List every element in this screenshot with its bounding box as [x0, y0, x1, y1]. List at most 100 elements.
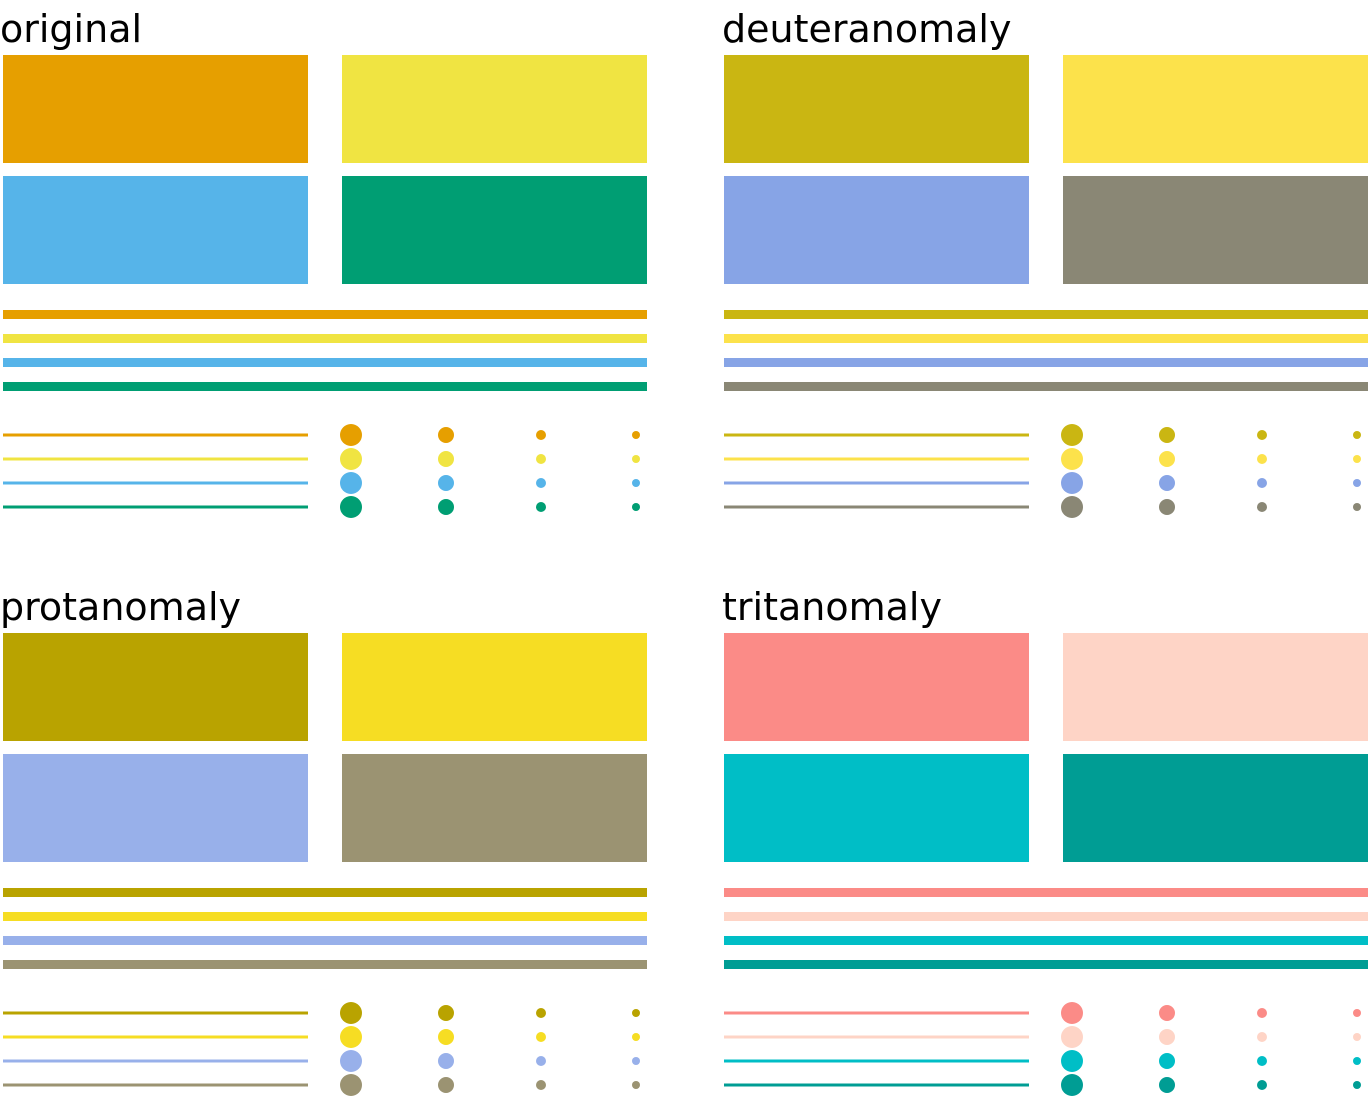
deuteranomaly-dot-3-3: [1257, 478, 1267, 488]
tritanomaly-dot-4-3: [1257, 1080, 1267, 1090]
original-dot-3-4: [632, 479, 640, 487]
protanomaly-dot-3-3: [536, 1056, 546, 1066]
deuteranomaly-bar-3: [724, 358, 1368, 367]
deuteranomaly-dot-2-3: [1257, 454, 1267, 464]
deuteranomaly-dot-4-1: [1061, 496, 1083, 518]
protanomaly-block-3: [3, 754, 308, 862]
original-block-3: [3, 176, 308, 284]
tritanomaly-dot-1-1: [1061, 1002, 1083, 1024]
protanomaly-bar-4: [3, 960, 647, 969]
tritanomaly-block-2: [1063, 633, 1368, 741]
tritanomaly-block-1: [724, 633, 1029, 741]
original-bar-1: [3, 310, 647, 319]
protanomaly-dot-3-4: [632, 1057, 640, 1065]
original-dot-3-1: [340, 472, 362, 494]
protanomaly-dot-4-3: [536, 1080, 546, 1090]
protanomaly-dot-1-4: [632, 1009, 640, 1017]
tritanomaly-dot-3-1: [1061, 1050, 1083, 1072]
original-dot-4-4: [632, 503, 640, 511]
tritanomaly-bar-2: [724, 912, 1368, 921]
protanomaly-dot-2-1: [340, 1026, 362, 1048]
tritanomaly-bar-4: [724, 960, 1368, 969]
tritanomaly-dot-3-2: [1159, 1053, 1175, 1069]
original-block-4: [342, 176, 647, 284]
protanomaly-bar-1: [3, 888, 647, 897]
original-dot-2-1: [340, 448, 362, 470]
deuteranomaly-dot-1-2: [1159, 427, 1175, 443]
original-dot-4-3: [536, 502, 546, 512]
protanomaly-dot-4-4: [632, 1081, 640, 1089]
tritanomaly-block-4: [1063, 754, 1368, 862]
original-dot-1-4: [632, 431, 640, 439]
tritanomaly-dot-2-4: [1353, 1033, 1361, 1041]
deuteranomaly-block-2: [1063, 55, 1368, 163]
deuteranomaly-dot-3-1: [1061, 472, 1083, 494]
original-block-1: [3, 55, 308, 163]
protanomaly-block-4: [342, 754, 647, 862]
protanomaly-block-2: [342, 633, 647, 741]
protanomaly-dot-1-3: [536, 1008, 546, 1018]
deuteranomaly-dot-3-4: [1353, 479, 1361, 487]
original-dot-1-2: [438, 427, 454, 443]
deuteranomaly-dot-2-2: [1159, 451, 1175, 467]
deuteranomaly-block-1: [724, 55, 1029, 163]
tritanomaly-bar-1: [724, 888, 1368, 897]
panel-title-deuteranomaly: deuteranomaly: [722, 7, 1012, 51]
tritanomaly-bar-3: [724, 936, 1368, 945]
protanomaly-dot-2-2: [438, 1029, 454, 1045]
deuteranomaly-dot-4-2: [1159, 499, 1175, 515]
tritanomaly-dot-2-2: [1159, 1029, 1175, 1045]
original-dot-1-3: [536, 430, 546, 440]
tritanomaly-dot-4-4: [1353, 1081, 1361, 1089]
tritanomaly-dot-4-2: [1159, 1077, 1175, 1093]
original-block-2: [342, 55, 647, 163]
panel-title-tritanomaly: tritanomaly: [722, 585, 942, 629]
original-bar-4: [3, 382, 647, 391]
original-dot-3-3: [536, 478, 546, 488]
deuteranomaly-bar-1: [724, 310, 1368, 319]
original-dot-4-1: [340, 496, 362, 518]
deuteranomaly-bar-2: [724, 334, 1368, 343]
tritanomaly-dot-2-3: [1257, 1032, 1267, 1042]
deuteranomaly-block-3: [724, 176, 1029, 284]
tritanomaly-block-3: [724, 754, 1029, 862]
protanomaly-dot-3-1: [340, 1050, 362, 1072]
tritanomaly-dot-1-2: [1159, 1005, 1175, 1021]
deuteranomaly-dot-1-3: [1257, 430, 1267, 440]
deuteranomaly-block-4: [1063, 176, 1368, 284]
panel-title-protanomaly: protanomaly: [0, 585, 242, 629]
protanomaly-bar-2: [3, 912, 647, 921]
protanomaly-dot-2-4: [632, 1033, 640, 1041]
protanomaly-dot-1-1: [340, 1002, 362, 1024]
tritanomaly-dot-3-4: [1353, 1057, 1361, 1065]
original-dot-2-4: [632, 455, 640, 463]
protanomaly-dot-4-1: [340, 1074, 362, 1096]
original-dot-2-2: [438, 451, 454, 467]
protanomaly-dot-2-3: [536, 1032, 546, 1042]
original-dot-1-1: [340, 424, 362, 446]
protanomaly-block-1: [3, 633, 308, 741]
protanomaly-dot-1-2: [438, 1005, 454, 1021]
original-dot-3-2: [438, 475, 454, 491]
original-bar-3: [3, 358, 647, 367]
deuteranomaly-dot-2-1: [1061, 448, 1083, 470]
deuteranomaly-dot-4-4: [1353, 503, 1361, 511]
tritanomaly-dot-2-1: [1061, 1026, 1083, 1048]
protanomaly-dot-3-2: [438, 1053, 454, 1069]
deuteranomaly-dot-1-1: [1061, 424, 1083, 446]
original-dot-2-3: [536, 454, 546, 464]
protanomaly-bar-3: [3, 936, 647, 945]
panel-title-original: original: [0, 7, 143, 51]
original-dot-4-2: [438, 499, 454, 515]
tritanomaly-dot-4-1: [1061, 1074, 1083, 1096]
tritanomaly-dot-3-3: [1257, 1056, 1267, 1066]
original-bar-2: [3, 334, 647, 343]
tritanomaly-dot-1-4: [1353, 1009, 1361, 1017]
deuteranomaly-bar-4: [724, 382, 1368, 391]
tritanomaly-dot-1-3: [1257, 1008, 1267, 1018]
deuteranomaly-dot-3-2: [1159, 475, 1175, 491]
deuteranomaly-dot-2-4: [1353, 455, 1361, 463]
deuteranomaly-dot-1-4: [1353, 431, 1361, 439]
